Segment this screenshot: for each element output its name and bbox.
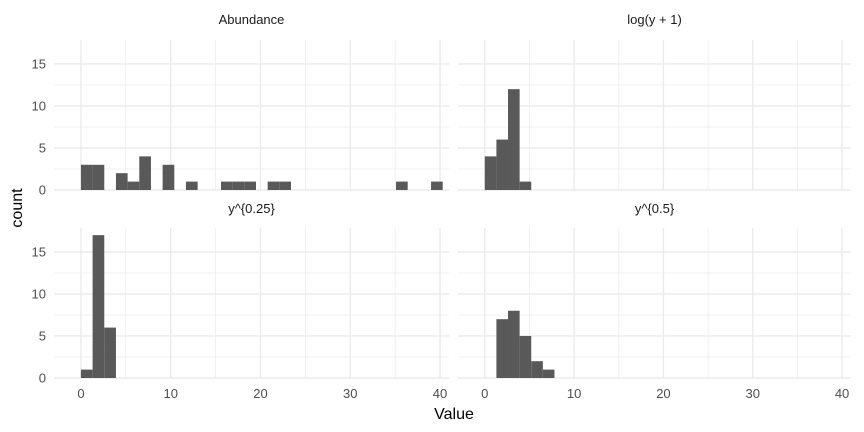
- y-axis-title: count: [9, 188, 26, 228]
- y-tick-label: 0: [39, 183, 46, 198]
- x-tick-label: 40: [835, 386, 849, 401]
- x-tick-label: 10: [567, 386, 581, 401]
- histogram-bar: [431, 181, 443, 190]
- histogram-bar: [508, 89, 520, 190]
- histogram-bar: [232, 181, 245, 190]
- x-tick-label: 30: [746, 386, 760, 401]
- y-tick-label: 5: [39, 328, 46, 343]
- facet-title: y^{0.25}: [228, 201, 275, 216]
- histogram-bar: [496, 319, 509, 378]
- x-tick-label: 40: [433, 386, 447, 401]
- facet-panels: Abundance 0 5 10 15 log(y + 1) y^{0.25} 0 5 10 15 0…: [32, 12, 851, 401]
- histogram-bar: [185, 181, 198, 190]
- x-tick-label: 20: [656, 386, 670, 401]
- facet-title: Abundance: [219, 12, 285, 27]
- y-tick-label: 15: [32, 244, 46, 259]
- histogram-bar: [115, 173, 128, 190]
- histogram-bar: [104, 327, 116, 378]
- x-tick-label: 0: [481, 386, 488, 401]
- y-tick-label: 15: [32, 56, 46, 71]
- x-tick-label: 30: [343, 386, 357, 401]
- histogram-bar: [127, 181, 140, 190]
- facet-panel: y^{0.25} 0 5 10 15 0 10 20 30 40: [32, 201, 449, 401]
- y-tick-label: 0: [39, 371, 46, 386]
- x-tick-label: 20: [253, 386, 267, 401]
- y-tick-label: 10: [32, 286, 46, 301]
- histogram-bar: [92, 235, 105, 378]
- x-tick-label: 0: [77, 386, 84, 401]
- histogram-bar: [508, 310, 520, 378]
- histogram-bar: [542, 369, 555, 378]
- facet-panel: log(y + 1): [458, 12, 851, 191]
- histogram-bar: [80, 164, 93, 190]
- histogram-bar: [80, 369, 93, 378]
- histogram-bar: [267, 181, 280, 190]
- histogram-bar: [519, 181, 532, 190]
- histogram-bar: [92, 164, 105, 190]
- facet-title: log(y + 1): [627, 12, 682, 27]
- y-tick-label: 10: [32, 98, 46, 113]
- histogram-bar: [162, 164, 175, 190]
- x-axis-title: Value: [434, 406, 474, 423]
- facet-title: y^{0.5}: [635, 201, 675, 216]
- histogram-bar: [220, 181, 233, 190]
- histogram-bar: [279, 181, 291, 190]
- histogram-bar: [396, 181, 408, 190]
- histogram-bar: [244, 181, 256, 190]
- histogram-bar: [484, 156, 497, 190]
- facet-panel: y^{0.5} 0 10 20 30 40: [458, 201, 851, 401]
- histogram-bar: [139, 156, 151, 190]
- y-tick-label: 5: [39, 140, 46, 155]
- histogram-bar: [531, 361, 543, 378]
- facet-panel: Abundance 0 5 10 15: [32, 12, 449, 198]
- x-tick-label: 10: [163, 386, 177, 401]
- histogram-bar: [519, 335, 532, 378]
- histogram-bar: [496, 139, 509, 190]
